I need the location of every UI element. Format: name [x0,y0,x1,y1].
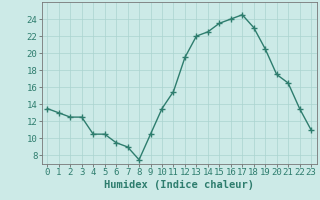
X-axis label: Humidex (Indice chaleur): Humidex (Indice chaleur) [104,180,254,190]
